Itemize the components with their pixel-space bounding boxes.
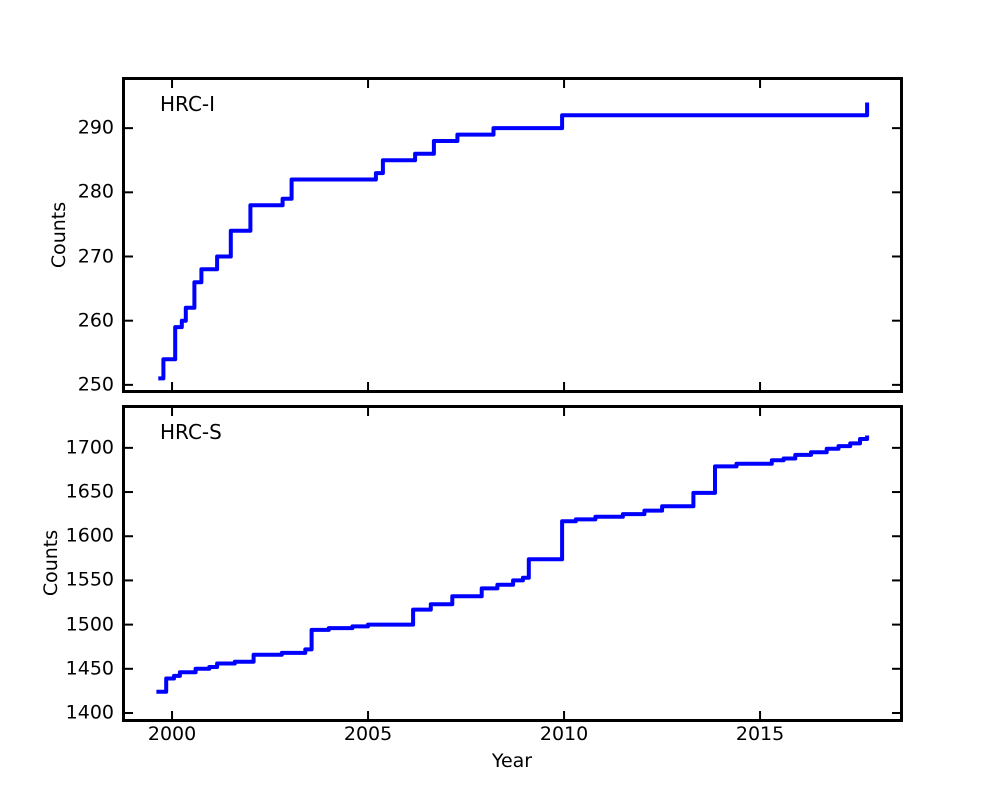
y-tick-label: 280 — [77, 180, 114, 203]
hrc-s-panel: HRC-S — [122, 405, 903, 722]
y-tick-label: 290 — [77, 116, 114, 139]
x-axis-label: Year — [491, 750, 533, 772]
y-tick-label: 1700 — [65, 436, 114, 459]
x-tick-label: 2015 — [735, 723, 785, 745]
y-tick-label: 1600 — [65, 524, 114, 547]
y-tick-label: 260 — [77, 309, 114, 332]
y-tick-label: 1550 — [65, 568, 114, 591]
hrc-s-y-axis-label: Counts — [40, 529, 62, 597]
hrc-i-line-chart — [125, 80, 900, 390]
x-tick-label: 2010 — [539, 723, 589, 745]
y-tick-label: 1450 — [65, 657, 114, 680]
hrc-s-data-line — [156, 435, 870, 694]
y-tick-label: 270 — [77, 245, 114, 267]
hrc-i-label: HRC-I — [160, 92, 216, 116]
y-tick-label: 1500 — [65, 613, 114, 636]
y-tick-label: 1650 — [65, 480, 114, 503]
y-tick-label: 250 — [77, 373, 114, 396]
x-tick-label: 2000 — [147, 723, 197, 745]
hrc-i-data-line — [158, 102, 870, 381]
hrc-i-panel: HRC-I — [122, 77, 903, 393]
hrc-s-line-chart — [125, 408, 900, 719]
hrc-s-label: HRC-S — [160, 420, 222, 444]
x-tick-label: 2005 — [343, 723, 393, 745]
hrc-i-y-axis-label: Counts — [48, 201, 70, 269]
y-tick-label: 1400 — [65, 701, 114, 724]
